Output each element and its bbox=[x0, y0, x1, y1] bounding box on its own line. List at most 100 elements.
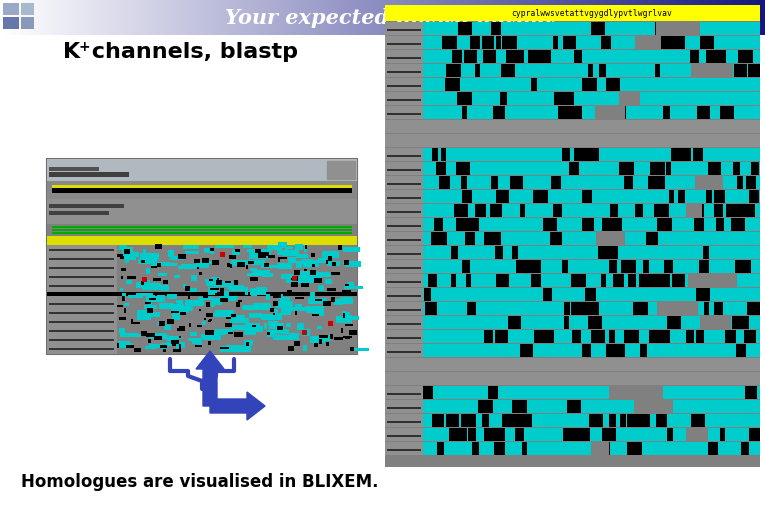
Bar bbox=[726, 0, 727, 36]
Bar bbox=[627, 414, 634, 427]
Bar bbox=[327, 289, 336, 292]
Bar bbox=[122, 0, 123, 36]
Bar bbox=[315, 0, 316, 36]
Bar bbox=[464, 51, 476, 64]
Bar bbox=[247, 273, 266, 276]
Bar bbox=[423, 246, 760, 260]
Bar bbox=[513, 0, 514, 36]
Bar bbox=[108, 0, 109, 36]
Bar bbox=[544, 218, 557, 232]
Bar bbox=[390, 0, 391, 36]
Bar bbox=[178, 267, 196, 269]
Bar bbox=[477, 205, 483, 217]
Bar bbox=[226, 318, 231, 319]
Bar bbox=[438, 0, 439, 36]
Bar bbox=[458, 23, 472, 36]
Bar bbox=[151, 0, 152, 36]
Bar bbox=[344, 261, 349, 266]
Bar bbox=[503, 0, 504, 36]
Bar bbox=[88, 0, 89, 36]
Bar bbox=[725, 330, 736, 344]
Bar bbox=[660, 0, 661, 36]
Bar bbox=[244, 331, 256, 335]
Bar bbox=[339, 0, 340, 36]
Bar bbox=[431, 233, 446, 245]
Bar bbox=[610, 386, 622, 399]
Bar bbox=[714, 191, 725, 204]
Bar bbox=[619, 0, 620, 36]
Bar bbox=[708, 442, 718, 455]
Bar bbox=[496, 37, 501, 50]
Bar bbox=[517, 261, 532, 273]
Bar bbox=[185, 0, 186, 36]
Bar bbox=[598, 246, 613, 260]
Bar bbox=[518, 0, 519, 36]
Bar bbox=[287, 0, 288, 36]
Bar bbox=[650, 0, 651, 36]
Bar bbox=[387, 44, 421, 46]
Bar bbox=[470, 0, 471, 36]
Bar bbox=[702, 0, 703, 36]
Bar bbox=[95, 0, 96, 36]
Bar bbox=[337, 0, 338, 36]
Bar bbox=[490, 0, 491, 36]
Bar bbox=[699, 205, 704, 217]
Bar bbox=[262, 0, 263, 36]
Polygon shape bbox=[210, 392, 265, 420]
Bar bbox=[168, 250, 174, 258]
Bar bbox=[495, 330, 508, 344]
Bar bbox=[179, 326, 182, 331]
Bar bbox=[724, 0, 725, 36]
Bar bbox=[148, 0, 149, 36]
Bar bbox=[5, 0, 6, 36]
Bar bbox=[326, 261, 328, 265]
Bar bbox=[345, 262, 361, 267]
Bar bbox=[447, 0, 448, 36]
Bar bbox=[597, 0, 598, 36]
Bar bbox=[435, 0, 436, 36]
Bar bbox=[449, 0, 450, 36]
Bar bbox=[621, 261, 636, 273]
Bar bbox=[401, 0, 402, 36]
Bar bbox=[94, 0, 95, 36]
Bar bbox=[185, 300, 204, 306]
Bar bbox=[60, 0, 61, 36]
Bar bbox=[548, 0, 549, 36]
Bar bbox=[119, 328, 125, 333]
Bar bbox=[752, 0, 753, 36]
Bar bbox=[349, 330, 357, 335]
Bar bbox=[138, 0, 139, 36]
Bar bbox=[333, 0, 334, 36]
Bar bbox=[252, 0, 253, 36]
Bar bbox=[260, 0, 261, 36]
Bar bbox=[325, 0, 326, 36]
Bar bbox=[174, 275, 180, 278]
Bar bbox=[216, 280, 222, 286]
Bar bbox=[85, 0, 86, 36]
Bar bbox=[756, 0, 757, 36]
Bar bbox=[194, 260, 200, 264]
Bar bbox=[700, 37, 714, 50]
Bar bbox=[155, 0, 156, 36]
Bar bbox=[254, 0, 255, 36]
Bar bbox=[635, 37, 661, 50]
Bar bbox=[512, 246, 518, 260]
Bar bbox=[294, 270, 300, 275]
Bar bbox=[751, 0, 752, 36]
Bar bbox=[276, 301, 293, 308]
Bar bbox=[295, 312, 297, 316]
Bar bbox=[643, 0, 644, 36]
Bar bbox=[630, 0, 631, 36]
Bar bbox=[170, 0, 171, 36]
Bar bbox=[385, 79, 423, 92]
Bar bbox=[110, 0, 111, 36]
Bar bbox=[502, 0, 503, 36]
Bar bbox=[560, 0, 561, 36]
Bar bbox=[537, 0, 538, 36]
Bar bbox=[340, 297, 353, 304]
Bar bbox=[710, 0, 711, 36]
Bar bbox=[555, 0, 556, 36]
Bar bbox=[119, 245, 127, 250]
Bar bbox=[289, 347, 293, 351]
Bar bbox=[590, 0, 591, 36]
